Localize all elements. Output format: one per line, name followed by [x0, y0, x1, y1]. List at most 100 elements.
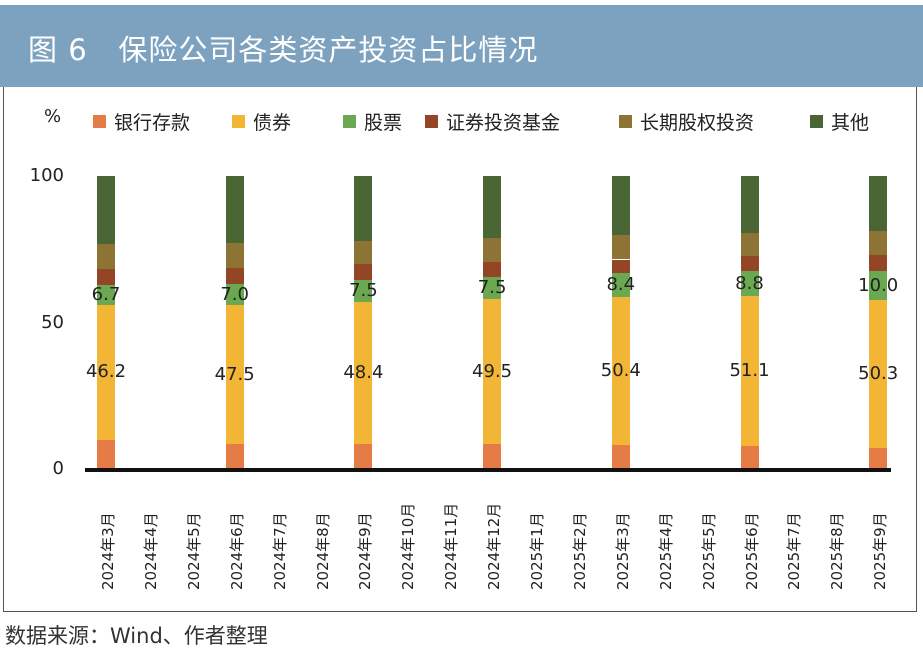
legend-label: 银行存款 [114, 112, 191, 134]
bar-segment [611, 297, 630, 445]
bar-segment [225, 243, 244, 269]
y-tick-label: 0 [52, 458, 64, 479]
legend-label: 证券投资基金 [446, 112, 561, 134]
x-tick-label: 2025年8月 [828, 512, 847, 590]
source-note: 数据来源：Wind、作者整理 [5, 624, 268, 648]
legend-label: 长期股权投资 [640, 112, 755, 134]
bar-segment [225, 176, 244, 244]
x-tick-label: 2024年10月 [399, 502, 418, 590]
bar-segment [225, 284, 244, 305]
bar-segment [740, 255, 759, 271]
x-tick-label: 2025年2月 [570, 512, 589, 590]
data-label: 46.2 [85, 361, 127, 383]
bar-segment [483, 277, 502, 300]
bar-segment [869, 447, 888, 469]
legend-swatch-icon [343, 115, 356, 128]
legend-swatch-icon [619, 115, 632, 128]
title-bar: 图 6 保险公司各类资产投资占比情况 [0, 5, 923, 87]
data-label: 6.7 [91, 283, 121, 305]
legend-swatch-icon [93, 115, 106, 128]
bar-segment [97, 439, 115, 469]
legend-item: 其他 [810, 108, 869, 135]
x-axis-line [85, 468, 891, 472]
data-label: 10.0 [858, 274, 899, 296]
legend-item: 长期股权投资 [619, 108, 754, 135]
chart-frame [3, 87, 917, 612]
legend-label: 其他 [831, 112, 870, 134]
legend-swatch-icon [232, 115, 245, 128]
bar-segment [611, 234, 630, 260]
bar-segment [483, 299, 502, 445]
bar-segment [354, 264, 373, 281]
bar-segment [225, 444, 244, 469]
bar-segment [740, 296, 759, 447]
bar-segment [611, 444, 630, 469]
data-label: 7.5 [477, 277, 507, 299]
bar-segment [354, 176, 373, 241]
data-label: 7.0 [220, 283, 249, 305]
x-tick-label: 2024年6月 [227, 512, 246, 590]
bar-segment [354, 280, 373, 303]
x-tick-label: 2024年5月 [184, 512, 203, 590]
data-label: 48.4 [343, 362, 384, 384]
figure-title: 图 6 保险公司各类资产投资占比情况 [28, 33, 539, 67]
bar-segment [611, 176, 630, 235]
x-tick-label: 2025年5月 [699, 512, 718, 590]
x-tick-label: 2025年6月 [742, 512, 761, 590]
bar-segment [97, 304, 115, 440]
legend-swatch-icon [425, 115, 438, 128]
data-label: 51.1 [729, 360, 770, 382]
x-tick-label: 2025年1月 [528, 512, 546, 590]
x-tick-label: 2024年9月 [356, 512, 375, 590]
bar-segment [869, 300, 888, 448]
x-tick-label: 2024年12月 [485, 502, 504, 590]
y-tick-label: 100 [29, 165, 64, 186]
legend-label: 股票 [364, 112, 403, 134]
bar-segment [740, 176, 759, 233]
bar-segment [869, 176, 888, 232]
bar-segment [97, 176, 115, 244]
x-tick-label: 2024年7月 [270, 512, 289, 590]
legend-label: 债券 [253, 112, 292, 134]
bar-segment [483, 444, 502, 469]
bar-segment [869, 270, 888, 301]
x-tick-label: 2024年3月 [99, 512, 117, 590]
legend-item: 债券 [232, 108, 291, 135]
data-label: 8.4 [606, 273, 636, 295]
bar-segment [225, 304, 244, 445]
legend-item: 银行存款 [93, 108, 190, 135]
bar-segment [225, 268, 244, 285]
data-label: 50.4 [600, 360, 641, 382]
bar-segment [869, 231, 888, 255]
bar-segment [483, 262, 502, 278]
bar-segment [354, 240, 373, 265]
data-label: 7.5 [349, 280, 378, 302]
bar-segment [354, 302, 373, 445]
bar-segment [869, 254, 888, 271]
x-tick-label: 2024年8月 [313, 512, 332, 590]
data-label: 47.5 [214, 363, 255, 385]
bar-segment [483, 176, 502, 238]
data-label: 8.8 [735, 272, 764, 294]
y-unit-label: % [44, 106, 62, 127]
x-tick-label: 2025年3月 [613, 512, 632, 590]
x-tick-label: 2024年11月 [442, 502, 461, 590]
x-tick-label: 2024年4月 [141, 512, 160, 590]
x-tick-label: 2025年4月 [656, 512, 675, 590]
data-label: 49.5 [472, 360, 513, 382]
bar-segment [97, 268, 115, 285]
x-tick-label: 2025年9月 [871, 512, 890, 590]
x-tick-label: 2025年7月 [785, 512, 804, 590]
bar-segment [740, 232, 759, 256]
legend-item: 证券投资基金 [425, 108, 560, 135]
bar-segment [740, 446, 759, 469]
bar-segment [97, 284, 115, 305]
y-tick-label: 50 [41, 311, 64, 333]
bar-segment [483, 237, 502, 263]
bar-segment [611, 259, 630, 273]
data-label: 50.3 [858, 362, 899, 384]
legend-swatch-icon [810, 115, 823, 128]
legend-item: 股票 [343, 108, 402, 135]
bar-segment [97, 243, 115, 269]
